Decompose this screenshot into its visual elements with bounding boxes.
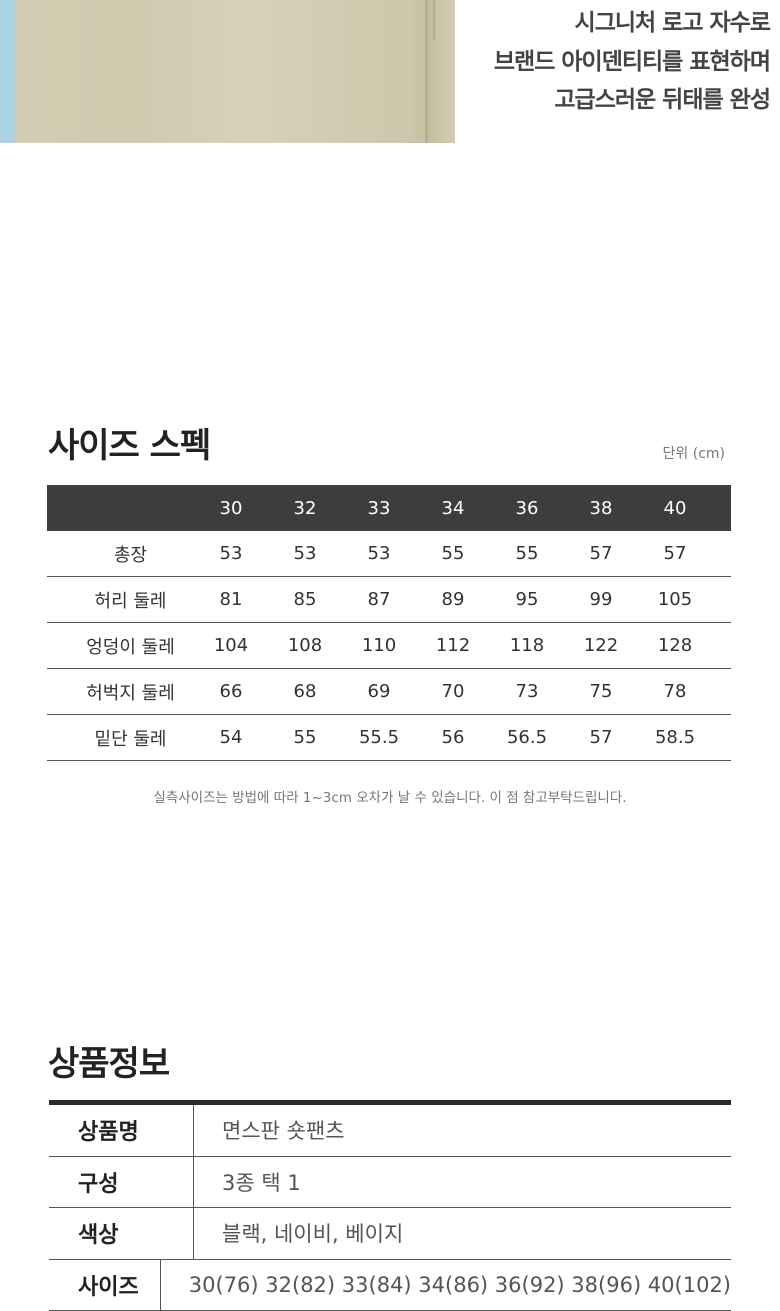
table-cell: 69 (342, 681, 416, 702)
table-cell: 104 (194, 635, 268, 656)
product-photo (0, 0, 455, 143)
table-cell: 57 (638, 543, 712, 564)
row-label: 엉덩이 둘레 (47, 633, 194, 659)
info-label: 구성 (49, 1157, 194, 1208)
table-cell: 112 (416, 635, 490, 656)
row-label: 총장 (47, 541, 194, 567)
table-cell: 105 (638, 589, 712, 610)
table-cell: 55.5 (342, 727, 416, 748)
table-cell: 75 (564, 681, 638, 702)
table-cell: 87 (342, 589, 416, 610)
table-cell: 55 (416, 543, 490, 564)
column-header: 40 (638, 498, 712, 519)
table-cell: 81 (194, 589, 268, 610)
row-label: 허리 둘레 (47, 587, 194, 613)
table-cell: 108 (268, 635, 342, 656)
column-header: 34 (416, 498, 490, 519)
size-note: 실측사이즈는 방법에 따라 1~3cm 오차가 날 수 있습니다. 이 점 참고… (0, 786, 780, 806)
table-cell: 55 (490, 543, 564, 564)
table-cell: 54 (194, 727, 268, 748)
table-cell: 85 (268, 589, 342, 610)
info-label: 상품명 (49, 1105, 194, 1156)
unit-label: 단위 (cm) (663, 443, 725, 463)
column-header: 38 (564, 498, 638, 519)
table-cell: 118 (490, 635, 564, 656)
column-header: 30 (194, 498, 268, 519)
row-label: 밑단 둘레 (47, 725, 194, 751)
size-spec-title: 사이즈 스펙 (48, 418, 210, 467)
table-cell: 70 (416, 681, 490, 702)
table-cell: 53 (194, 543, 268, 564)
column-header: 32 (268, 498, 342, 519)
table-cell: 110 (342, 635, 416, 656)
table-cell: 53 (342, 543, 416, 564)
row-label: 허벅지 둘레 (47, 679, 194, 705)
product-info-title: 상품정보 (48, 1036, 169, 1085)
hero-line: 브랜드 아이덴티티를 표현하며 (494, 43, 770, 82)
info-label: 색상 (49, 1208, 194, 1259)
table-cell: 68 (268, 681, 342, 702)
table-cell: 56 (416, 727, 490, 748)
column-header: 33 (342, 498, 416, 519)
info-value: 30(76) 32(82) 33(84) 34(86) 36(92) 38(96… (161, 1273, 731, 1297)
table-cell: 73 (490, 681, 564, 702)
hero-line: 시그니처 로고 자수로 (494, 4, 770, 43)
table-cell: 95 (490, 589, 564, 610)
table-cell: 57 (564, 727, 638, 748)
table-cell: 89 (416, 589, 490, 610)
info-label: 사이즈 (49, 1260, 161, 1311)
info-value: 블랙, 네이비, 베이지 (194, 1218, 403, 1248)
table-cell: 57 (564, 543, 638, 564)
column-header: 36 (490, 498, 564, 519)
table-cell: 122 (564, 635, 638, 656)
photo-pocket (433, 0, 445, 40)
table-cell: 55 (268, 727, 342, 748)
info-value: 면스판 숏팬츠 (194, 1115, 345, 1145)
table-cell: 58.5 (638, 727, 712, 748)
table-cell: 53 (268, 543, 342, 564)
table-cell: 99 (564, 589, 638, 610)
hero-line: 고급스러운 뒤태를 완성 (494, 81, 770, 120)
info-value: 3종 택 1 (194, 1167, 301, 1197)
table-cell: 56.5 (490, 727, 564, 748)
table-cell: 66 (194, 681, 268, 702)
table-cell: 78 (638, 681, 712, 702)
photo-seam (425, 0, 428, 143)
hero-copy: 시그니처 로고 자수로 브랜드 아이덴티티를 표현하며 고급스러운 뒤태를 완성 (494, 4, 770, 120)
table-cell: 128 (638, 635, 712, 656)
